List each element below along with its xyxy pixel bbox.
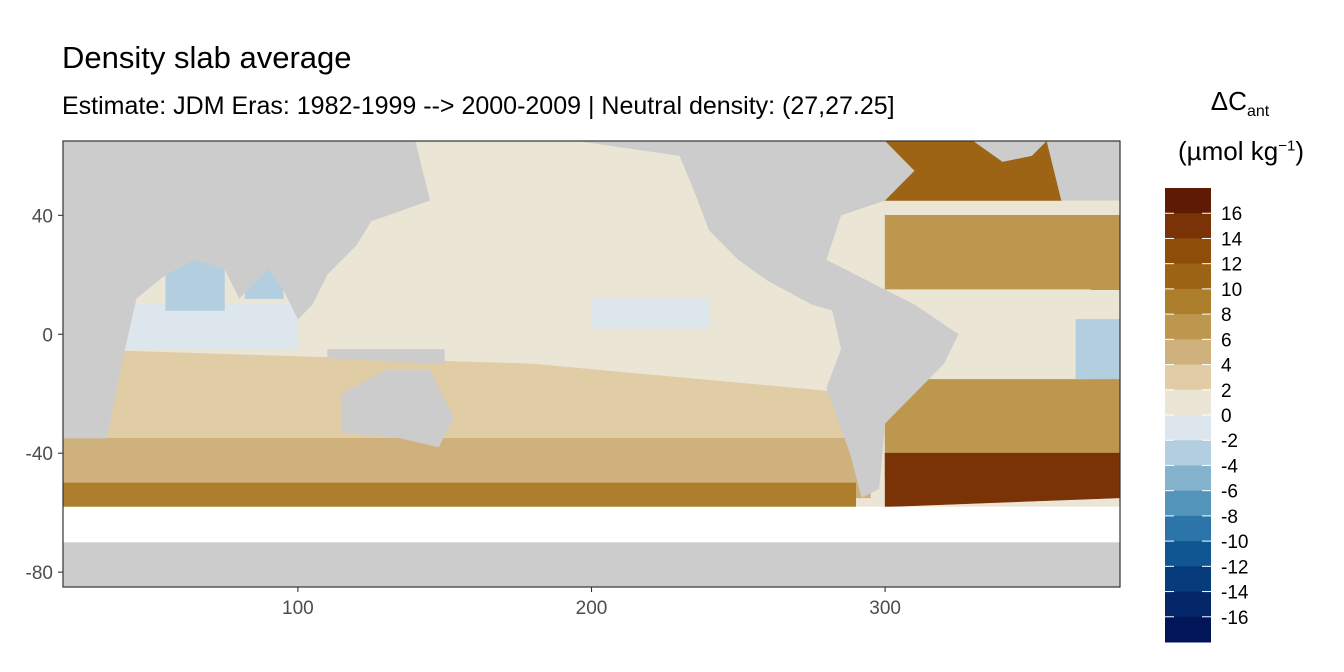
legend-unit-suffix: ) <box>1295 136 1304 166</box>
legend-label: 12 <box>1221 255 1242 276</box>
legend-label: -14 <box>1221 583 1249 604</box>
land-africa-eurasia <box>63 141 431 439</box>
y-tick-label: 0 <box>42 325 53 346</box>
land-europe <box>1046 141 1120 201</box>
legend-label: -16 <box>1221 608 1248 629</box>
land-americas <box>576 141 959 498</box>
legend-label: 8 <box>1221 305 1232 326</box>
legend-label: 2 <box>1221 381 1232 402</box>
legend-label: 14 <box>1221 229 1243 250</box>
legend-swatch <box>1165 314 1211 340</box>
region-antarctic-circumpolar <box>63 482 857 508</box>
legend-label: -8 <box>1221 507 1238 528</box>
x-tick-label: 200 <box>576 598 608 619</box>
legend-label: -4 <box>1221 456 1238 477</box>
legend-label: 0 <box>1221 406 1232 427</box>
x-tick-label: 100 <box>282 598 314 619</box>
land-indonesia <box>327 349 445 364</box>
legend-title-text: ΔC <box>1210 86 1247 116</box>
legend-label: 10 <box>1221 280 1242 301</box>
land-greenland <box>973 141 1047 162</box>
legend-swatch <box>1165 490 1211 517</box>
legend-swatch <box>1165 364 1211 391</box>
legend-swatch <box>1165 238 1211 265</box>
region-gulf-of-guinea <box>1075 319 1120 380</box>
region-argentine-basin <box>884 452 1120 508</box>
legend-swatch <box>1165 213 1211 239</box>
legend-swatch <box>1165 263 1211 290</box>
legend-label: 6 <box>1221 330 1232 351</box>
legend-swatch <box>1165 591 1211 618</box>
y-tick-label: -40 <box>26 444 53 465</box>
legend-swatch <box>1165 616 1211 643</box>
legend-label: 4 <box>1221 356 1232 377</box>
legend-swatch <box>1165 465 1211 492</box>
legend-swatch <box>1165 541 1211 567</box>
land-antarctica <box>63 542 1120 587</box>
legend-unit-superscript: −1 <box>1278 137 1296 155</box>
legend-unit-prefix: (µmol kg <box>1178 136 1279 166</box>
legend-swatch <box>1165 415 1211 441</box>
legend-swatch <box>1165 515 1211 542</box>
legend-swatch <box>1165 566 1211 593</box>
legend-title: ΔCant <box>1160 86 1320 121</box>
legend-swatch <box>1165 440 1211 466</box>
region-north-atlantic <box>884 215 1120 290</box>
nodata-band <box>63 506 1120 543</box>
legend-swatch <box>1165 188 1211 214</box>
legend-label: -2 <box>1221 431 1238 452</box>
land-australia <box>341 369 454 448</box>
legend-swatch <box>1165 288 1211 315</box>
land-masses <box>63 141 1120 587</box>
legend-swatch <box>1165 389 1211 416</box>
legend-label: -6 <box>1221 482 1238 503</box>
legend-swatch <box>1165 339 1211 366</box>
y-tick-label: 40 <box>32 206 53 227</box>
x-tick-label: 300 <box>869 598 901 619</box>
legend-title-subscript: ant <box>1246 103 1270 121</box>
color-legend: 16 14 12 10 8 6 4 2 0 -2 -4 -6 -8 -10 -12 -14 -16 <box>1165 188 1249 643</box>
chart-title: Density slab average <box>62 40 352 75</box>
legend-label: 16 <box>1221 204 1242 225</box>
y-tick-label: -80 <box>26 563 53 584</box>
legend-unit: (µmol kg−1) <box>1156 136 1326 167</box>
chart-subtitle: Estimate: JDM Eras: 1982-1999 --> 2000-2… <box>62 92 895 120</box>
legend-label: -10 <box>1221 532 1248 553</box>
region-equatorial-pacific <box>591 298 710 329</box>
legend-label: -12 <box>1221 557 1248 578</box>
